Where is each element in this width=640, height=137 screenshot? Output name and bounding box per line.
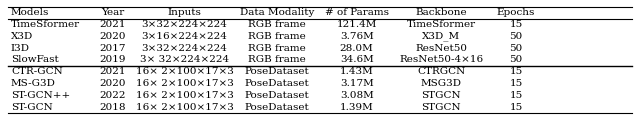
Text: X3D: X3D	[11, 32, 33, 41]
Text: 50: 50	[509, 32, 523, 41]
Text: X3D_M: X3D_M	[422, 32, 460, 41]
Text: 15: 15	[509, 20, 523, 29]
Text: TimeSformer: TimeSformer	[406, 20, 476, 29]
Text: ResNet50-4×16: ResNet50-4×16	[399, 55, 483, 64]
Text: ST-GCN: ST-GCN	[11, 103, 52, 112]
Text: 1.39M: 1.39M	[340, 103, 374, 112]
Text: 16× 2×100×17×3: 16× 2×100×17×3	[136, 79, 234, 88]
Text: 3×32×224×224: 3×32×224×224	[141, 20, 228, 29]
Text: RGB frame: RGB frame	[248, 44, 306, 53]
Text: 16× 2×100×17×3: 16× 2×100×17×3	[136, 91, 234, 100]
Text: PoseDataset: PoseDataset	[244, 67, 309, 76]
Text: Inputs: Inputs	[168, 8, 202, 17]
Text: 3.17M: 3.17M	[340, 79, 374, 88]
Text: ST-GCN++: ST-GCN++	[11, 91, 70, 100]
Text: 3.76M: 3.76M	[340, 32, 374, 41]
Text: ResNet50: ResNet50	[415, 44, 467, 53]
Text: MSG3D: MSG3D	[420, 79, 461, 88]
Text: 2019: 2019	[100, 55, 126, 64]
Text: 15: 15	[509, 103, 523, 112]
Text: 15: 15	[509, 67, 523, 76]
Text: 2021: 2021	[100, 67, 126, 76]
Text: I3D: I3D	[11, 44, 30, 53]
Text: MS-G3D: MS-G3D	[11, 79, 56, 88]
Text: 15: 15	[509, 91, 523, 100]
Text: 2021: 2021	[100, 20, 126, 29]
Text: 121.4M: 121.4M	[337, 20, 377, 29]
Text: 50: 50	[509, 55, 523, 64]
Text: TimeSformer: TimeSformer	[11, 20, 80, 29]
Text: RGB frame: RGB frame	[248, 32, 306, 41]
Text: STGCN: STGCN	[421, 103, 461, 112]
Text: 34.6M: 34.6M	[340, 55, 374, 64]
Text: PoseDataset: PoseDataset	[244, 79, 309, 88]
Text: 50: 50	[509, 44, 523, 53]
Text: 2020: 2020	[100, 79, 126, 88]
Text: SlowFast: SlowFast	[11, 55, 59, 64]
Text: 16× 2×100×17×3: 16× 2×100×17×3	[136, 103, 234, 112]
Text: 16× 2×100×17×3: 16× 2×100×17×3	[136, 67, 234, 76]
Text: Year: Year	[101, 8, 125, 17]
Text: STGCN: STGCN	[421, 91, 461, 100]
Text: RGB frame: RGB frame	[248, 55, 306, 64]
Text: CTRGCN: CTRGCN	[417, 67, 465, 76]
Text: # of Params: # of Params	[324, 8, 388, 17]
Text: 2020: 2020	[100, 32, 126, 41]
Text: Models: Models	[11, 8, 49, 17]
Text: 2022: 2022	[100, 91, 126, 100]
Text: 1.43M: 1.43M	[340, 67, 374, 76]
Text: RGB frame: RGB frame	[248, 20, 306, 29]
Text: 15: 15	[509, 79, 523, 88]
Text: 3×32×224×224: 3×32×224×224	[141, 44, 228, 53]
Text: 2017: 2017	[100, 44, 126, 53]
Text: PoseDataset: PoseDataset	[244, 103, 309, 112]
Text: Data Modality: Data Modality	[240, 8, 314, 17]
Text: 3×16×224×224: 3×16×224×224	[141, 32, 228, 41]
Text: CTR-GCN: CTR-GCN	[11, 67, 63, 76]
Text: Backbone: Backbone	[415, 8, 467, 17]
Text: Epochs: Epochs	[497, 8, 535, 17]
Text: 28.0M: 28.0M	[340, 44, 374, 53]
Text: 2018: 2018	[100, 103, 126, 112]
Text: 3.08M: 3.08M	[340, 91, 374, 100]
Text: 3× 32×224×224: 3× 32×224×224	[140, 55, 229, 64]
Text: PoseDataset: PoseDataset	[244, 91, 309, 100]
